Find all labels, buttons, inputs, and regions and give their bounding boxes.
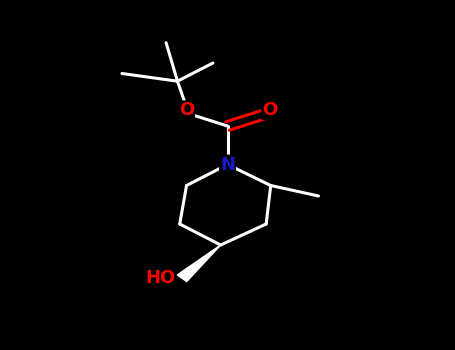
Text: HO: HO: [145, 269, 175, 287]
Text: O: O: [262, 101, 278, 119]
Text: O: O: [179, 101, 194, 119]
Polygon shape: [177, 245, 221, 281]
Text: N: N: [220, 155, 235, 174]
